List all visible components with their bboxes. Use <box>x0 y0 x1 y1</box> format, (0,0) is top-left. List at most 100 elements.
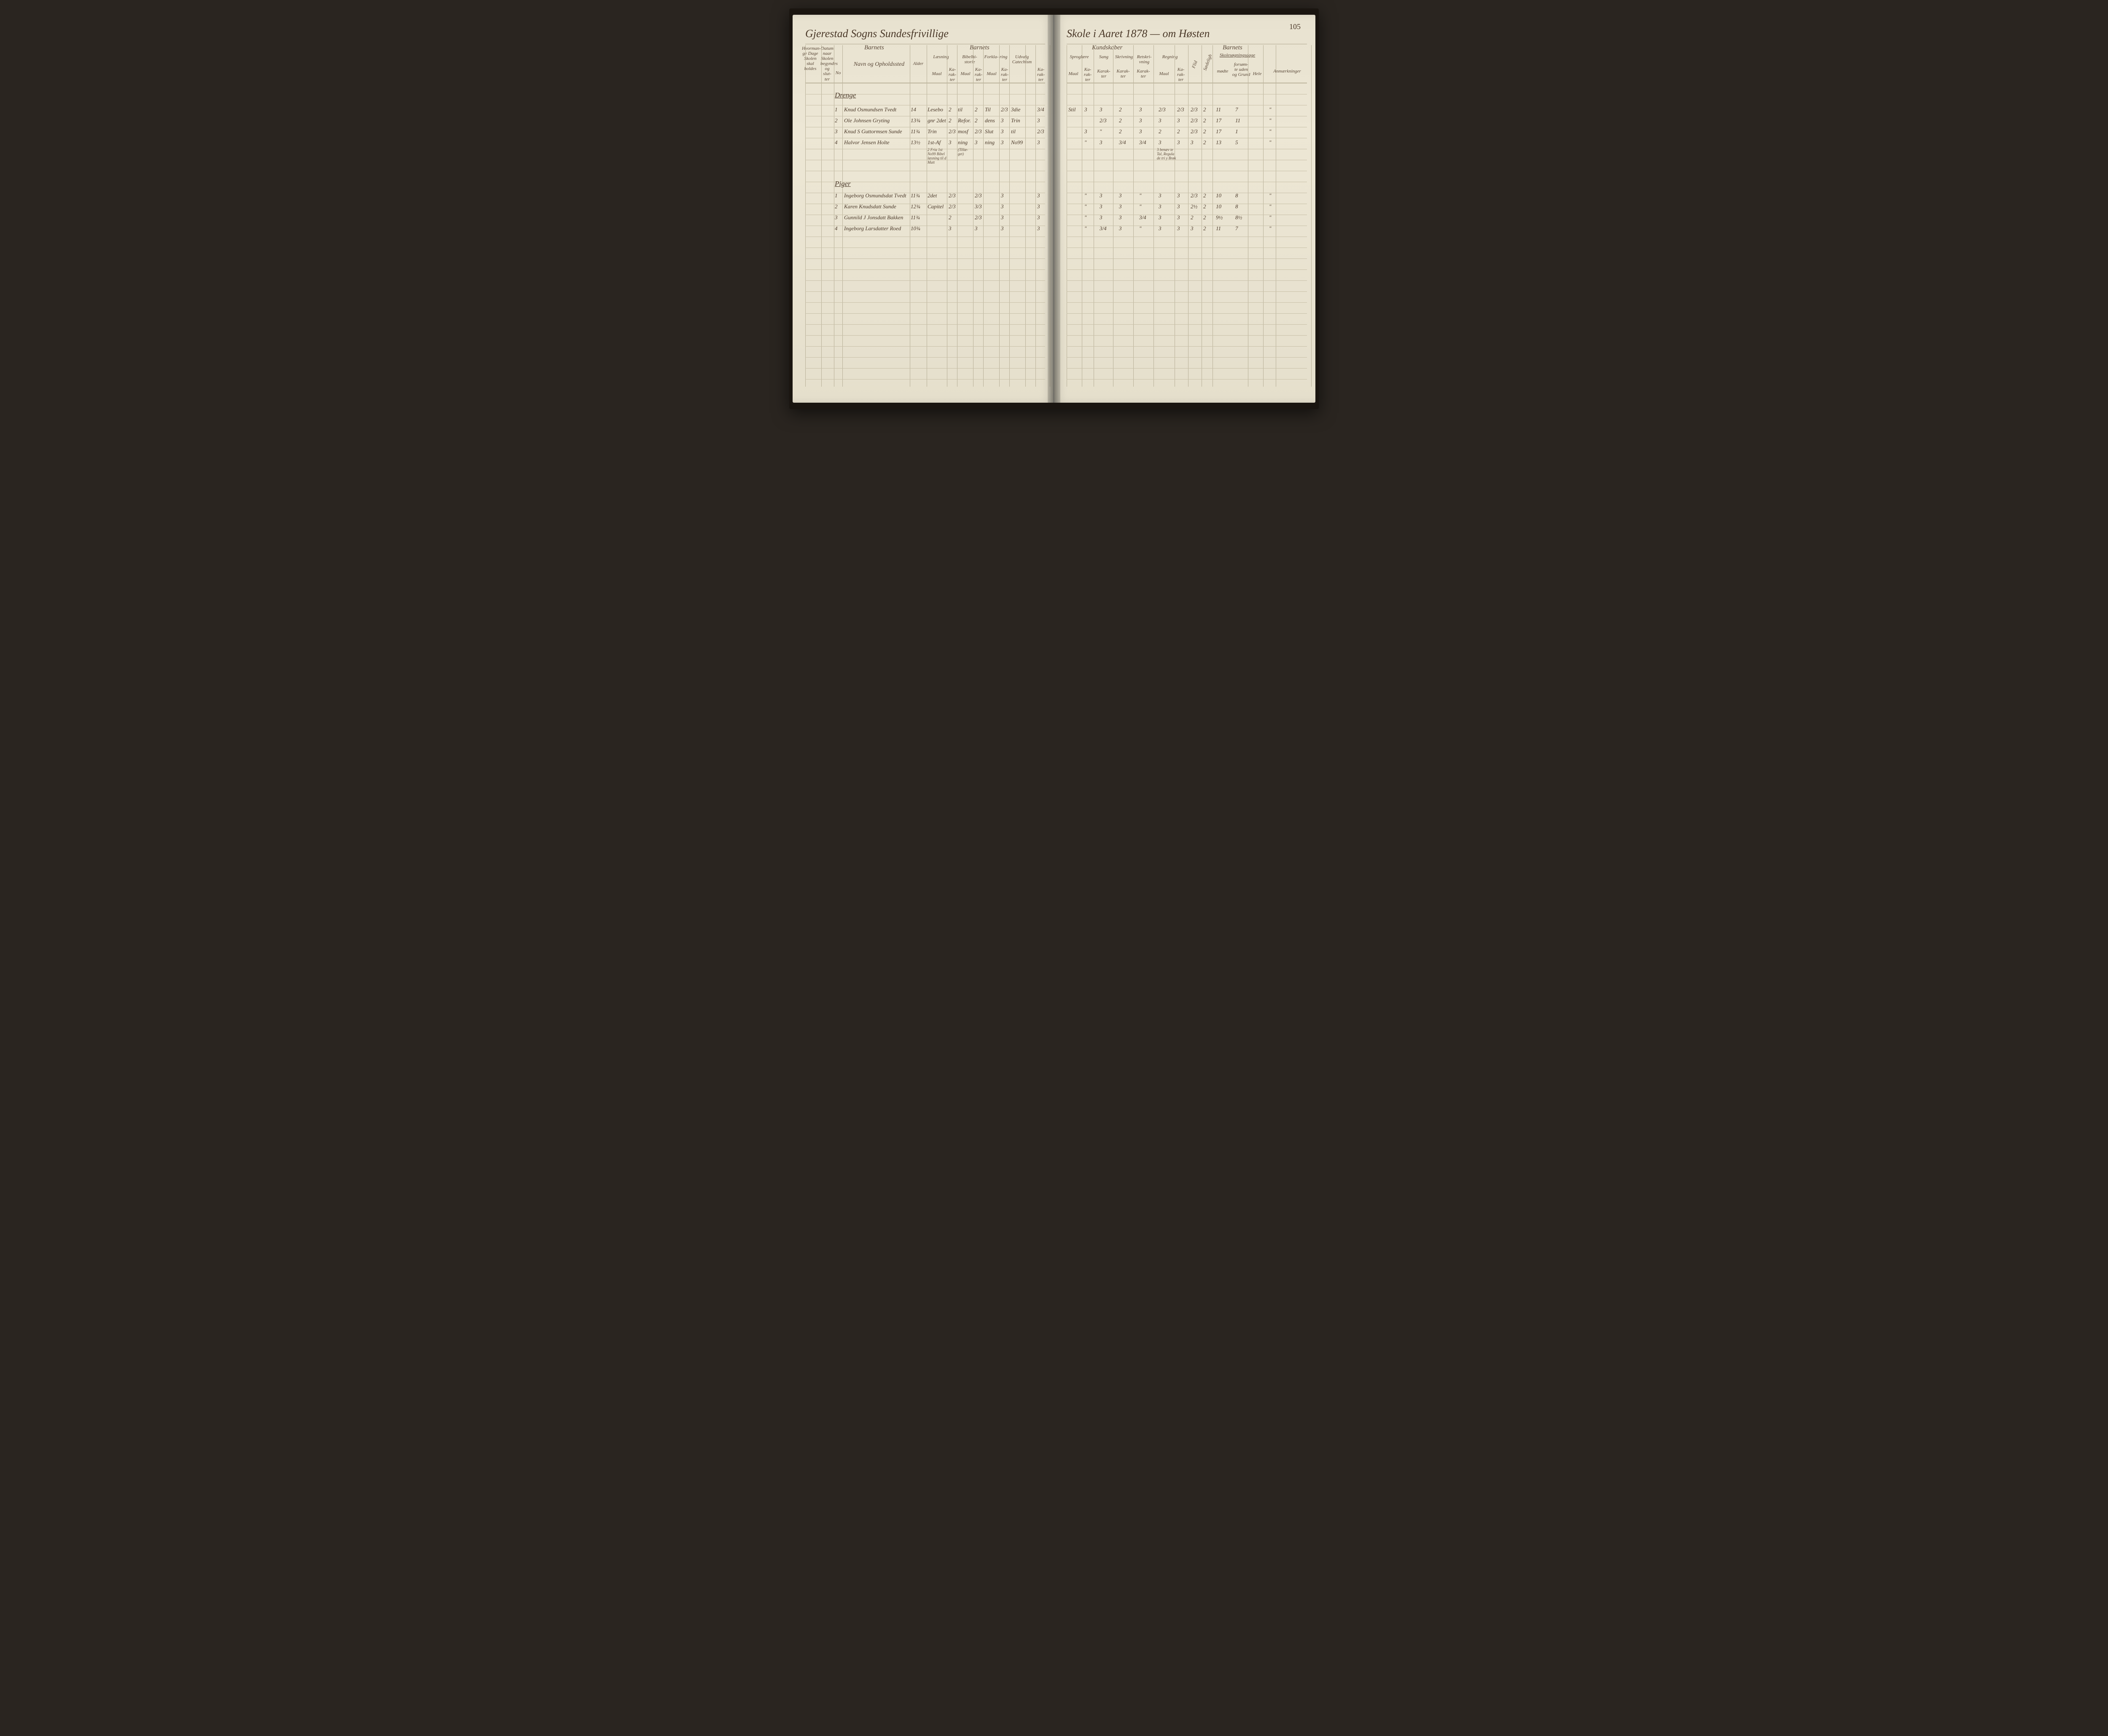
cell: 14 <box>911 106 926 113</box>
page-number: 105 <box>1289 22 1301 31</box>
header-right: Kundskaber Sproglære Maal Ka- rak- ter S… <box>1067 45 1307 83</box>
table-row: "33/43/43332135" <box>1067 137 1307 148</box>
cell: 3 <box>1001 128 1009 135</box>
spacer <box>1067 83 1307 89</box>
cell: 2/3 <box>975 214 983 221</box>
ledger-right: Stil33232/32/32/32117"2/323332/321711"3"… <box>1067 83 1307 387</box>
table-row: 4Ingeborg Larsdatter Roed10¾3333 <box>805 223 1045 234</box>
cell: mosf <box>958 128 973 135</box>
cell: 3 <box>1084 128 1093 135</box>
cell: 8 <box>1235 203 1248 210</box>
cell: 8 <box>1235 192 1248 199</box>
cell: 8½ <box>1235 214 1248 221</box>
cell: " <box>1269 106 1294 113</box>
cell: 3/4 <box>1100 225 1112 232</box>
cell: 3 <box>1139 128 1152 135</box>
spacer <box>1067 178 1307 190</box>
cell: 2 <box>1203 128 1212 135</box>
cell: 7 <box>1235 225 1248 232</box>
cell: 3 <box>1119 192 1132 199</box>
cell: 3 <box>1001 192 1009 199</box>
cell: 3 <box>1177 117 1187 124</box>
cell: " <box>1100 128 1112 135</box>
cell: Lesebo <box>928 106 946 113</box>
hdr-lesning: Læsning <box>928 54 954 59</box>
cell: 2 <box>1177 128 1187 135</box>
hdr-kar-sk: Karak- ter <box>1115 69 1132 79</box>
cell: 2 <box>835 117 842 124</box>
cell: til <box>958 106 973 113</box>
cell: 2/3 <box>975 128 983 135</box>
cell: 11¾ <box>911 128 926 135</box>
hdr-skrivning: Skrivning <box>1115 54 1133 59</box>
cell: 11¾ <box>911 214 926 221</box>
cell: 3 <box>1001 225 1009 232</box>
title-left: Gjerestad Sogns Sundesfrivillige <box>805 27 1045 44</box>
cell: 3 <box>1159 214 1174 221</box>
hdr-modte: mødte <box>1214 69 1231 74</box>
cell: Capitel <box>928 203 946 210</box>
cell: 3 <box>1159 192 1174 199</box>
cell: 4 <box>835 225 842 232</box>
hdr-sang: Sang <box>1095 54 1112 59</box>
cell: 3 <box>1139 117 1152 124</box>
cell: " <box>1084 139 1093 146</box>
cell: 2 <box>1203 117 1212 124</box>
cell: " <box>1269 192 1294 199</box>
table-row: 3Gunnild J Jonsdatt Bakken11¾22/333 <box>805 212 1045 223</box>
cell: Gunnild J Jonsdatt Bakken <box>844 214 909 221</box>
cell: " <box>1139 225 1152 232</box>
right-page: 105 Skole i Aaret 1878 — om Høsten Kunds… <box>1054 15 1315 403</box>
cell: 2 <box>1203 139 1212 146</box>
cell: Til <box>985 106 1000 113</box>
cell: 3 <box>1084 106 1093 113</box>
cell: 1 <box>835 192 842 199</box>
hdr-sproglere: Sproglære <box>1067 54 1092 59</box>
cell: 2 <box>1203 225 1212 232</box>
cell: 3 <box>1177 225 1187 232</box>
cell: 2 <box>1119 128 1132 135</box>
cell: Ingeborg Larsdatter Roed <box>844 225 909 232</box>
hdr-barnets-r: Barnets <box>1223 44 1242 51</box>
table-row: 1Ingeborg Osmundsdat Tvedt11¾2det2/32/33… <box>805 190 1045 201</box>
cell: 2/3 <box>1177 106 1187 113</box>
cell: " <box>1084 203 1093 210</box>
annotation-right: 3 benæv te Tal, Regula de tri y Brøk <box>1157 148 1176 161</box>
cell: No99 <box>1011 139 1035 146</box>
ledger-book: Gjerestad Sogns Sundesfrivillige Hvorman… <box>789 8 1319 409</box>
cell: Halvor Jensen Holte <box>844 139 909 146</box>
cell: 3 <box>949 139 957 146</box>
cell: 3 <box>1159 139 1174 146</box>
cell: 2det <box>928 192 946 199</box>
cell: 3 <box>975 139 983 146</box>
cell: 2/3 <box>1159 106 1174 113</box>
annotation-left-2: (Tillæ- get) <box>958 148 975 156</box>
cell: 2/3 <box>949 203 957 210</box>
cell: 3 <box>1177 192 1187 199</box>
cell: 3 <box>1100 203 1112 210</box>
cell: 2 <box>835 203 842 210</box>
table-row: 2Ole Johnsen Gryting13¾gnr 2det2Refor.2d… <box>805 115 1045 126</box>
cell: 1 <box>835 106 842 113</box>
table-row: 3"23222/32171" <box>1067 126 1307 137</box>
cell: 3 <box>1001 214 1009 221</box>
cell: 11 <box>1216 106 1229 113</box>
cell: 2/3 <box>975 192 983 199</box>
cell: 2 <box>1203 203 1212 210</box>
cell: 2/3 <box>1191 192 1202 199</box>
cell: 2 <box>1203 192 1212 199</box>
hdr-kar-rg: Ka- rak- ter <box>1175 67 1186 82</box>
cell: 2/3 <box>1100 117 1112 124</box>
cell: 3 <box>1177 214 1187 221</box>
hdr-hvormange: Hvorman- ge Dage Skolen skal holdes <box>802 46 819 71</box>
cell: " <box>1084 192 1093 199</box>
cell: 3 <box>949 225 957 232</box>
cell: Knud S Guttormsen Sunde <box>844 128 909 135</box>
cell: 2/3 <box>1191 106 1202 113</box>
cell: 2 <box>975 106 983 113</box>
cell: Trin <box>1011 117 1035 124</box>
cell: ning <box>985 139 1000 146</box>
cell: 1 <box>1235 128 1248 135</box>
cell: 3 <box>1119 203 1132 210</box>
hdr-skolesogn: Skolesøgningsdage <box>1214 53 1261 58</box>
